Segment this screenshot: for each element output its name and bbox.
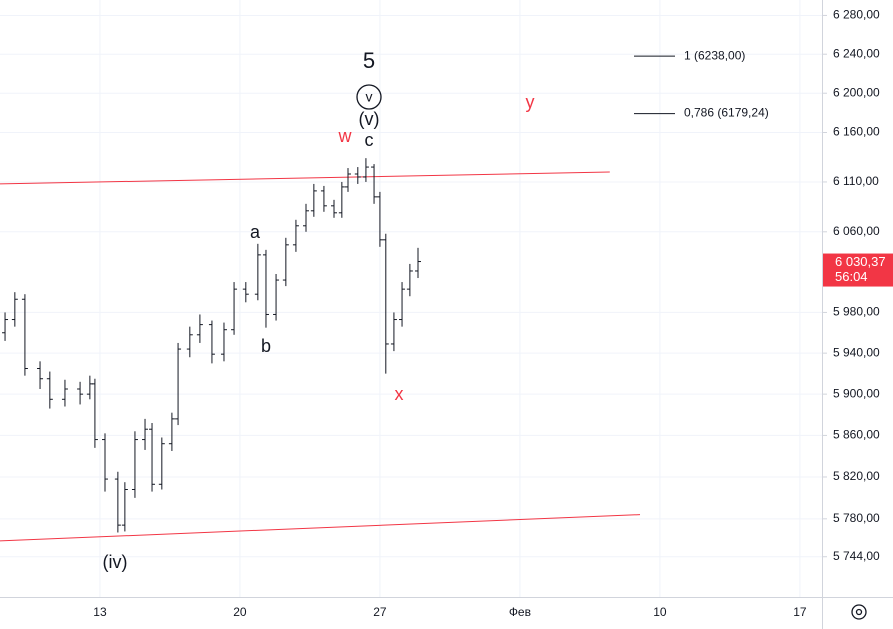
wave-label: c [365,130,374,150]
x-tick-label: 27 [373,605,387,619]
wave-circle [356,84,382,110]
wave-label: b [261,336,271,356]
trend-line [0,171,610,185]
trend-line [0,514,641,542]
y-tick-label: 5 860,00 [833,428,880,442]
y-tick-label: 6 060,00 [833,224,880,238]
x-tick-label: 10 [653,605,667,619]
settings-button[interactable] [851,604,867,620]
x-tick-label: 20 [233,605,247,619]
x-tick-label: 13 [93,605,107,619]
x-tick-label: Фев [509,605,531,619]
y-tick-label: 5 940,00 [833,345,880,359]
y-tick-label: 6 110,00 [833,174,879,188]
wave-label: a [250,222,261,242]
wave-label: 5 [363,48,375,73]
y-tick-label: 5 780,00 [833,511,880,525]
y-tick-label: 6 280,00 [833,8,880,22]
last-price-tag [823,253,893,287]
y-tick-label: 5 900,00 [833,386,880,400]
y-tick-label: 5 980,00 [833,305,880,319]
wave-label: w [338,126,353,146]
wave-label: (v) [359,109,380,129]
wave-label: x [395,384,404,404]
y-tick-label: 6 200,00 [833,85,880,99]
y-tick-label: 5 820,00 [833,469,880,483]
wave-label: y [526,92,535,112]
fib-label: 1 (6238,00) [684,48,745,62]
wave-label: (iv) [103,552,128,572]
y-tick-label: 6 160,00 [833,125,880,139]
settings-icon-core[interactable] [855,608,863,616]
last-price-label: 6 030,37 [835,254,886,269]
y-tick-label: 5 744,00 [833,549,880,563]
settings-icon[interactable] [851,604,867,620]
wave-label: v [366,89,373,105]
fib-label: 0,786 (6179,24) [684,106,769,120]
y-tick-label: 6 240,00 [833,46,880,60]
x-tick-label: 17 [793,605,807,619]
countdown-label: 56:04 [835,269,868,284]
